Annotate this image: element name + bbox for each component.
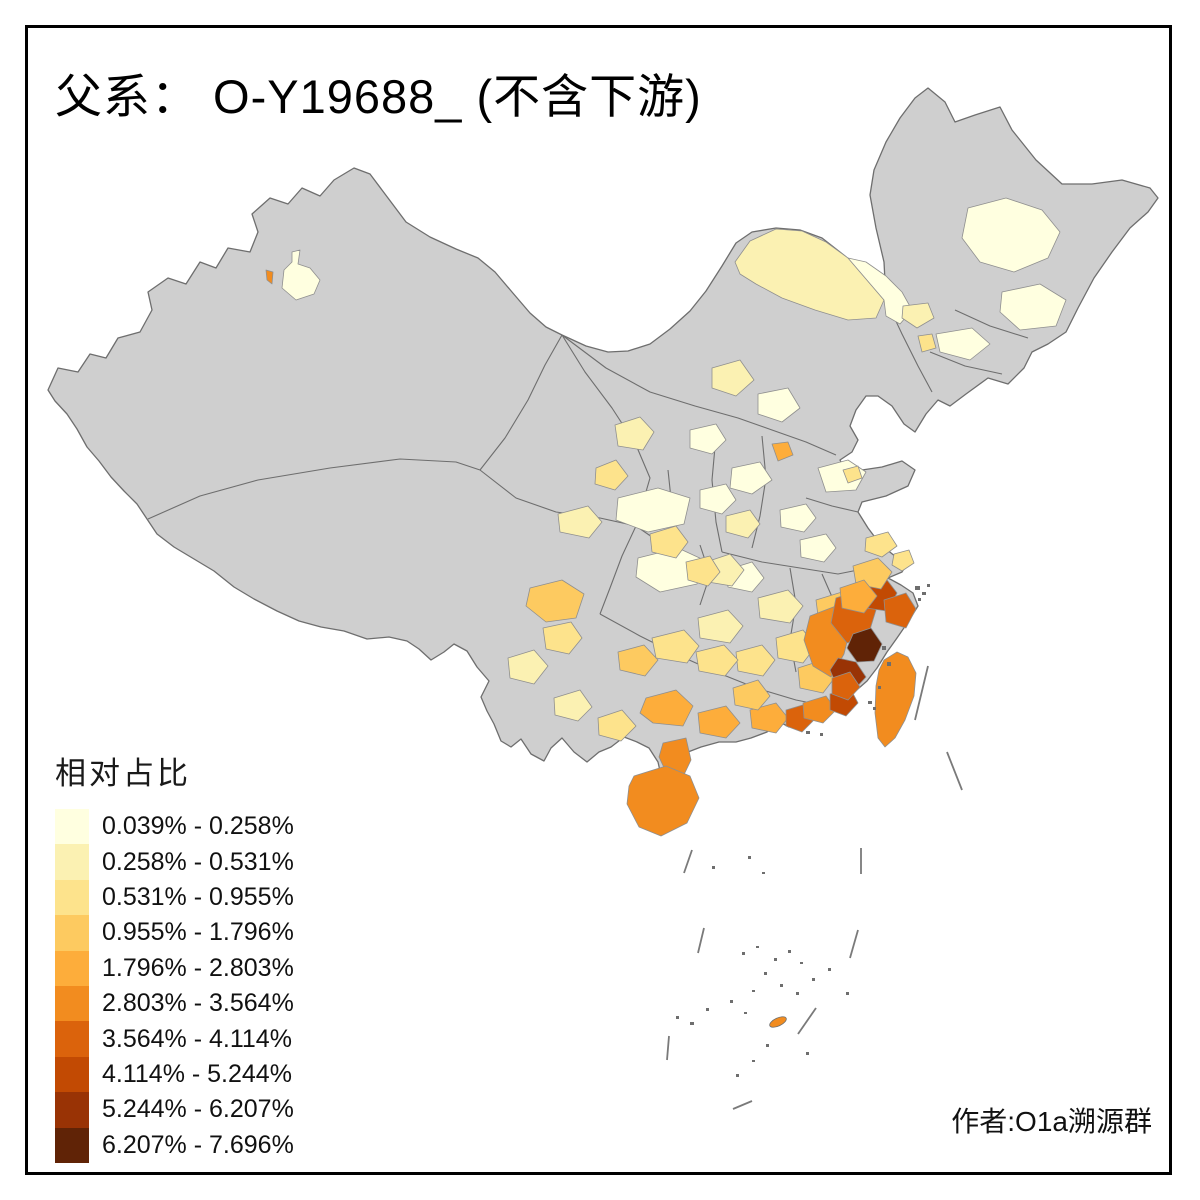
legend-label: 2.803% - 3.564% <box>102 989 294 1018</box>
region-inner-mongolia-east <box>847 257 913 325</box>
island-specks <box>676 584 930 1077</box>
region-hebei-south-spot <box>771 441 794 462</box>
attribution: 作者:O1a溯源群 <box>951 1106 1152 1137</box>
region-shanghai <box>891 549 915 572</box>
region-shanxi-south <box>699 483 737 515</box>
region-beijing-area <box>757 387 801 423</box>
region-liaoning-north <box>901 302 935 329</box>
region-hebei-plain <box>729 461 773 495</box>
legend-label: 3.564% - 4.114% <box>102 1024 292 1053</box>
legend-label: 0.258% - 0.531% <box>102 847 294 876</box>
region-hubei-west <box>685 555 721 587</box>
legend-title: 相对占比 <box>55 756 191 791</box>
legend-label: 6.207% - 7.696% <box>102 1130 294 1159</box>
region-guangdong-east <box>802 695 837 724</box>
region-heilongjiang-west <box>961 197 1061 273</box>
china-outline <box>47 87 1159 790</box>
legend-row: 3.564% - 4.114% <box>55 1021 294 1057</box>
page-title: 父系： O-Y19688_ (不含下游) <box>55 70 702 123</box>
region-guizhou-west <box>617 644 659 677</box>
legend-swatch <box>55 844 89 880</box>
region-xinjiang-urumqi <box>281 249 321 301</box>
region-guangxi-north <box>695 644 739 677</box>
region-sichuan-north <box>615 487 691 533</box>
legend-row: 2.803% - 3.564% <box>55 985 294 1022</box>
legend-swatch <box>55 915 89 951</box>
region-guizhou-east <box>651 629 700 664</box>
legend-swatch <box>55 879 89 916</box>
legend-swatch <box>55 809 89 845</box>
region-heilongjiang-east <box>999 283 1067 331</box>
region-anhui-b <box>779 503 817 533</box>
region-liaoning-coast <box>935 327 991 361</box>
legend-row: 1.796% - 2.803% <box>55 950 294 986</box>
region-south-sea-islet <box>769 1016 787 1028</box>
legend-label: 1.796% - 2.803% <box>102 953 294 982</box>
region-yunnan-south-a <box>507 649 549 685</box>
legend-swatch <box>55 1127 89 1163</box>
region-anhui-a <box>799 533 837 563</box>
legend-row: 0.039% - 0.258% <box>55 809 294 845</box>
region-henan <box>725 509 761 539</box>
region-yunnan-northwest <box>525 579 585 623</box>
region-jiangsu-south <box>864 531 898 558</box>
region-hunan-south <box>735 644 776 677</box>
region-shanxi-north <box>689 423 727 455</box>
legend-swatch <box>55 1092 89 1128</box>
region-taiwan <box>874 651 917 748</box>
legend: 相对占比 0.039% - 0.258% 0.258% - 0.531% 0.531… <box>55 748 294 1163</box>
legend-row: 0.531% - 0.955% <box>55 879 294 916</box>
nine-dash-line <box>666 665 963 1110</box>
legend-rows: 0.039% - 0.258% 0.258% - 0.531% 0.531% - 0… <box>55 809 294 1163</box>
legend-label: 0.531% - 0.955% <box>102 882 294 911</box>
region-yunnan-center <box>542 621 583 655</box>
legend-swatch <box>55 1056 89 1093</box>
region-zhejiang-center <box>839 579 878 614</box>
region-guangxi-south <box>639 689 694 727</box>
region-guangxi-coast <box>697 705 741 739</box>
region-fujian-core <box>846 627 883 663</box>
region-xinjiang-shihezi <box>265 269 274 285</box>
legend-label: 5.244% - 6.207% <box>102 1095 294 1124</box>
region-shandong-spot <box>842 465 863 484</box>
region-qinghai-east <box>557 505 603 539</box>
region-guangdong-west <box>749 702 789 734</box>
legend-label: 0.955% - 1.796% <box>102 918 294 947</box>
region-gansu-east <box>614 416 655 451</box>
region-fujian-xiamen <box>831 671 861 701</box>
region-hainan <box>626 765 700 837</box>
legend-label: 0.039% - 0.258% <box>102 812 294 841</box>
legend-row: 5.244% - 6.207% <box>55 1092 294 1128</box>
region-yunnan-southeast <box>597 709 637 742</box>
legend-swatch <box>55 1021 89 1057</box>
legend-swatch <box>55 950 89 986</box>
choropleth-regions <box>265 197 1067 837</box>
region-guangdong-north <box>732 679 771 711</box>
region-hebei-north <box>711 359 755 397</box>
region-gansu-south <box>594 459 629 491</box>
region-shaanxi-south <box>649 525 689 559</box>
region-hunan-west <box>697 609 744 644</box>
legend-row: 6.207% - 7.696% <box>55 1127 294 1163</box>
legend-swatch <box>55 985 89 1022</box>
region-hunan-north <box>757 589 804 624</box>
region-liaoning-spot <box>917 333 937 353</box>
legend-row: 0.258% - 0.531% <box>55 844 294 880</box>
legend-row: 0.955% - 1.796% <box>55 915 294 951</box>
region-yunnan-south-b <box>553 689 593 722</box>
region-zhejiang-wenzhou <box>883 592 917 629</box>
legend-row: 4.114% - 5.244% <box>55 1056 294 1093</box>
legend-label: 4.114% - 5.244% <box>102 1059 292 1088</box>
